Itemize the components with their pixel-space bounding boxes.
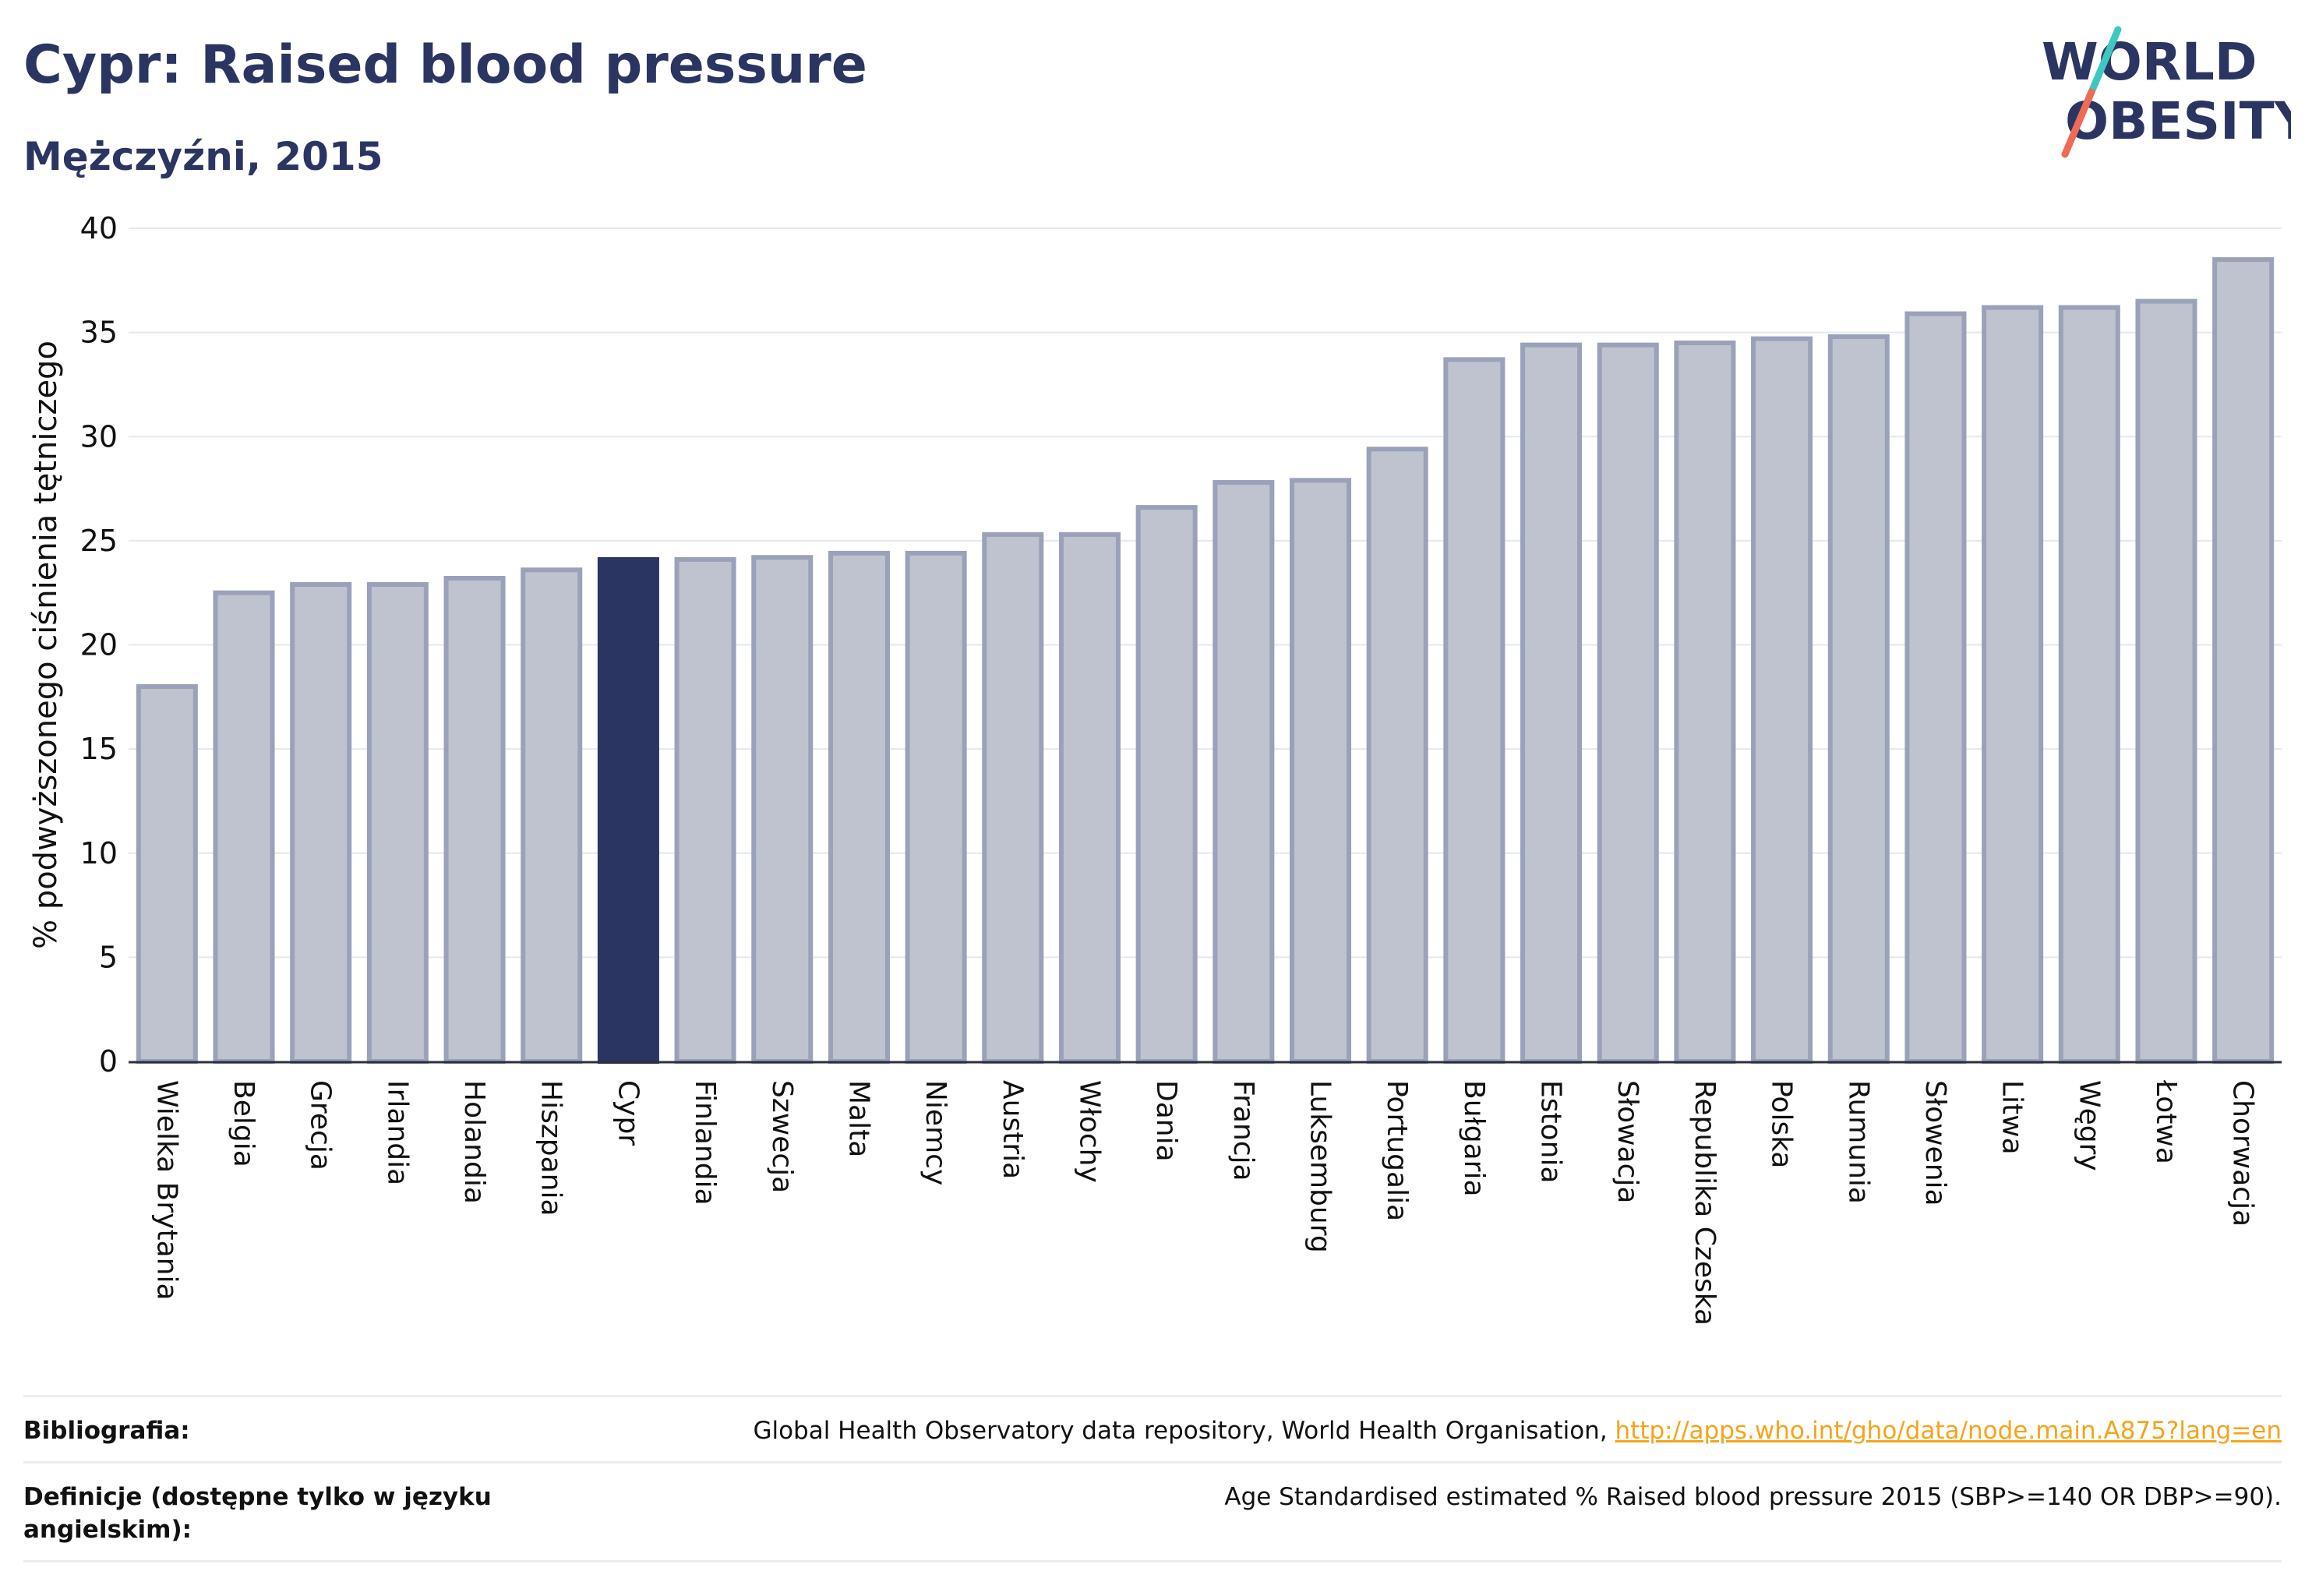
bar-hiszpania	[521, 567, 583, 1064]
x-tick-label: Finlandia	[689, 1080, 721, 1206]
definitions-value: Age Standardised estimated % Raised bloo…	[1224, 1483, 2282, 1511]
bar-portugalia	[1366, 447, 1428, 1064]
bibliography-text: Global Health Observatory data repositor…	[753, 1417, 1615, 1445]
x-tick-label: Malta	[842, 1080, 874, 1157]
bar-malta	[828, 550, 890, 1064]
bar-węgry	[2058, 305, 2120, 1064]
x-tick-label: Dania	[1150, 1080, 1182, 1162]
definitions-label: Definicje (dostępne tylko w języku angie…	[23, 1483, 492, 1544]
bar-polska	[1751, 336, 1813, 1064]
bar-finlandia	[674, 556, 736, 1064]
logo-slash-top	[2088, 26, 2122, 96]
y-tick-label: 25	[80, 524, 118, 558]
x-axis-ticks: Wielka Brytania Belgia Grecja Irlandia Holan…	[150, 1079, 2258, 1326]
x-tick-label: Portugalia	[1381, 1080, 1413, 1221]
x-tick-label: Estonia	[1535, 1080, 1567, 1184]
world-obesity-logo: WORLD OBESITY	[2034, 23, 2305, 164]
x-tick-label: Austria	[997, 1080, 1029, 1179]
bars	[136, 257, 2275, 1065]
chart-subtitle: Mężczyźni, 2015	[23, 134, 383, 179]
y-axis-ticks: 0 5 10 15 20 25 30 35 40	[80, 211, 118, 1079]
x-tick-label: Irlandia	[381, 1080, 413, 1185]
bar-estonia	[1520, 342, 1583, 1065]
bar-holandia	[443, 575, 506, 1064]
x-tick-label: Łotwa	[2150, 1079, 2182, 1164]
bar-niemcy	[905, 550, 967, 1064]
bar-słowenia	[1904, 311, 1967, 1064]
y-tick-label: 15	[80, 732, 118, 766]
bar-luksemburg	[1290, 478, 1352, 1064]
x-tick-label: Rumunia	[1842, 1080, 1874, 1204]
bar-chart: 0 5 10 15 20 25 30 35 40 Wielka Brytania Belgia Gr…	[28, 211, 2282, 1326]
bar-austria	[982, 531, 1044, 1064]
x-tick-label: Holandia	[458, 1080, 490, 1204]
x-tick-label: Francja	[1227, 1080, 1259, 1181]
bibliography-value: Global Health Observatory data repositor…	[753, 1414, 2282, 1447]
x-tick-label: Belgia	[228, 1080, 259, 1167]
x-tick-label: Węgry	[2073, 1080, 2105, 1171]
x-tick-label: Chorwacja	[2227, 1080, 2259, 1227]
y-tick-label: 20	[80, 628, 118, 662]
logo-line1: WORLD	[2042, 32, 2257, 92]
x-tick-label: Luksemburg	[1304, 1080, 1336, 1253]
x-tick-label: Hiszpania	[535, 1080, 567, 1216]
bar-wielka-brytania	[136, 683, 198, 1064]
x-tick-label: Włochy	[1073, 1080, 1105, 1183]
x-tick-label: Słowenia	[1919, 1080, 1951, 1206]
x-tick-label: Bułgaria	[1458, 1080, 1490, 1197]
y-tick-label: 40	[80, 211, 118, 245]
x-tick-label: Szwecja	[766, 1080, 798, 1193]
bibliography-link[interactable]: http://apps.who.int/gho/data/node.main.A…	[1615, 1417, 2282, 1445]
chart-canvas: 0 5 10 15 20 25 30 35 40 Wielka Brytania Belgia Gr…	[28, 211, 2282, 1326]
bibliography-label: Bibliografia:	[23, 1417, 190, 1445]
logo-slash-bottom	[2061, 88, 2095, 158]
bar-łotwa	[2135, 298, 2197, 1065]
bar-chorwacja	[2212, 257, 2275, 1064]
bar-francja	[1213, 480, 1275, 1064]
y-tick-label: 10	[80, 836, 118, 870]
bibliography-row: Bibliografia: Global Health Observatory …	[23, 1395, 2282, 1461]
bar-bułgaria	[1443, 357, 1505, 1064]
x-tick-label: Cypr	[612, 1080, 644, 1146]
bar-irlandia	[366, 581, 429, 1064]
bar-cypr	[597, 556, 659, 1064]
bar-słowacja	[1597, 342, 1659, 1065]
x-tick-label: Polska	[1766, 1080, 1798, 1168]
bar-grecja	[290, 581, 352, 1064]
chart-title: Cypr: Raised blood pressure	[23, 34, 867, 96]
bar-litwa	[1982, 305, 2044, 1064]
bar-rumunia	[1827, 334, 1890, 1065]
bar-włochy	[1058, 531, 1121, 1064]
x-tick-label: Litwa	[1996, 1080, 2028, 1155]
x-tick-label: Republika Czeska	[1689, 1080, 1721, 1326]
x-tick-label: Grecja	[305, 1080, 337, 1171]
logo-line2: OBESITY	[2065, 91, 2291, 151]
bar-republika-czeska	[1674, 340, 1736, 1064]
bar-szwecja	[751, 555, 814, 1064]
definitions-row: Definicje (dostępne tylko w języku angie…	[23, 1461, 2282, 1562]
bar-dania	[1135, 505, 1198, 1064]
bar-belgia	[213, 590, 275, 1064]
y-tick-label: 35	[80, 316, 118, 350]
y-axis-label: % podwyższonego ciśnienia tętniczego	[28, 341, 64, 949]
chart-footer: Bibliografia: Global Health Observatory …	[23, 1395, 2282, 1562]
x-tick-label: Niemcy	[920, 1080, 951, 1185]
x-tick-label: Słowacja	[1611, 1080, 1643, 1203]
x-tick-label: Wielka Brytania	[150, 1080, 182, 1301]
y-tick-label: 5	[99, 940, 118, 974]
y-tick-label: 30	[80, 419, 118, 454]
y-tick-label: 0	[99, 1044, 118, 1079]
